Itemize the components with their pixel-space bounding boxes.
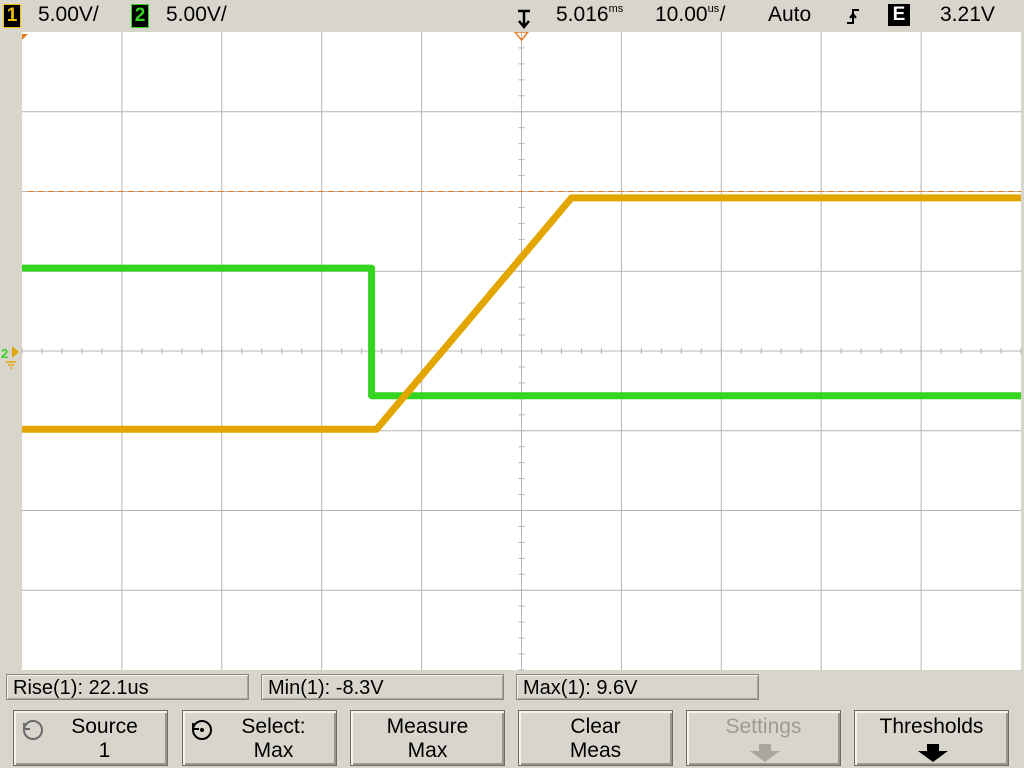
settings-softkey-label: Settings: [725, 715, 802, 738]
time-scale: 10.00us/: [655, 3, 725, 27]
time-position-value: 5.016: [556, 3, 609, 26]
status-bar: 1 5.00V/ 2 5.00V/ 5.016ms 10.00us/ Auto …: [0, 0, 1024, 32]
softkey-menu: Source 1 Select: Max Measure Max Clear M…: [0, 706, 1024, 768]
measurement-min: Min(1): -8.3V: [261, 674, 504, 700]
select-softkey[interactable]: Select: Max: [182, 710, 337, 766]
channel-1-scale: 5.00V/: [38, 3, 99, 26]
thresholds-softkey[interactable]: Thresholds: [854, 710, 1009, 766]
trigger-mode[interactable]: Auto: [768, 3, 812, 26]
source-softkey[interactable]: Source 1: [13, 710, 168, 766]
graticule-center-ticks: [21, 32, 1022, 671]
down-arrow-icon: [750, 744, 780, 762]
measure-softkey-value: Max: [407, 739, 448, 762]
trigger-position-icon: [518, 9, 530, 29]
channel-1-badge[interactable]: 1: [3, 4, 21, 28]
channel-marker-arrow-icon: [12, 346, 19, 358]
clear-meas-softkey-label: Clear: [570, 715, 621, 738]
entry-knob-icon: [23, 720, 43, 740]
channel-2-ground-marker: 2: [1, 346, 19, 369]
channel-2-scale: 5.00V/: [166, 3, 227, 26]
time-scale-slash: /: [719, 3, 726, 26]
waveform-display[interactable]: 2: [0, 32, 1024, 672]
channel-1-trace: [22, 194, 1021, 433]
entry-knob-icon: [192, 720, 212, 740]
rising-edge-icon: [847, 9, 859, 24]
time-scale-unit-prefix: us: [707, 3, 720, 15]
trigger-time-marker: [514, 32, 529, 42]
measurement-bar: Rise(1): 22.1us Min(1): -8.3V Max(1): 9.…: [0, 672, 1024, 704]
ground-icon: [6, 361, 16, 369]
clear-meas-softkey[interactable]: Clear Meas: [518, 710, 673, 766]
measure-softkey-label: Measure: [386, 715, 469, 738]
thresholds-softkey-label: Thresholds: [879, 715, 984, 738]
measure-softkey[interactable]: Measure Max: [350, 710, 505, 766]
channel-2-trace: [22, 264, 1021, 400]
time-position: 5.016ms: [556, 3, 624, 27]
measurement-rise: Rise(1): 22.1us: [6, 674, 249, 700]
trigger-source-badge[interactable]: E: [888, 4, 910, 26]
channel-2-badge[interactable]: 2: [131, 4, 149, 28]
down-arrow-icon: [918, 744, 948, 762]
time-position-unit: ms: [608, 3, 624, 15]
channel-2-marker-label: 2: [1, 346, 8, 361]
trigger-level: 3.21V: [940, 3, 995, 26]
left-time-reference-marker: [22, 34, 28, 40]
select-softkey-value: Max: [253, 739, 294, 762]
settings-softkey[interactable]: Settings: [686, 710, 841, 766]
source-softkey-value: 1: [98, 739, 111, 762]
time-scale-value: 10.00: [655, 3, 708, 26]
select-softkey-label: Select:: [241, 715, 306, 738]
clear-meas-softkey-value: Meas: [569, 739, 622, 762]
source-softkey-label: Source: [71, 715, 138, 738]
measurement-max: Max(1): 9.6V: [516, 674, 759, 700]
